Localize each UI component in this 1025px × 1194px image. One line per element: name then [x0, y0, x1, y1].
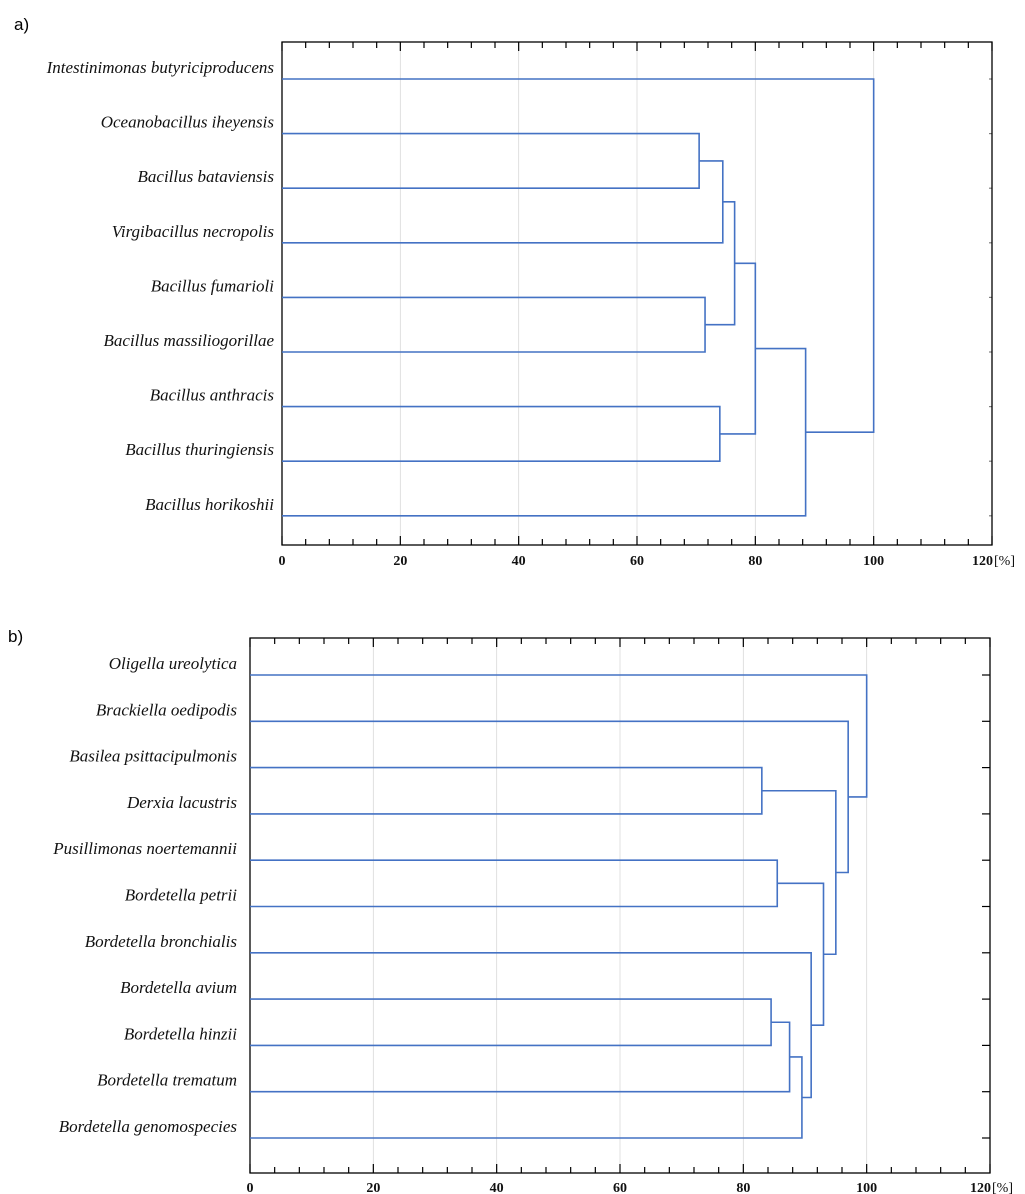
leaf-label: Bacillus anthracis: [150, 386, 275, 405]
dendrogram-branch: [282, 296, 706, 353]
leaf-label: Bacillus horikoshii: [145, 495, 274, 514]
dendrogram-branch: [777, 882, 825, 1026]
x-tick-label: 20: [366, 1181, 380, 1194]
dendrogram-branch: [250, 674, 868, 798]
dendrogram-branch: [282, 78, 875, 433]
leaf-label: Bordetella trematum: [97, 1071, 237, 1090]
leaf-label: Bordetella bronchialis: [85, 932, 238, 951]
dendrogram-branch: [250, 998, 772, 1047]
leaf-label: Bacillus thuringiensis: [125, 440, 274, 459]
dendrogram-branch: [250, 720, 849, 874]
dendrogram-branch: [250, 1021, 791, 1093]
dendrogram-branch: [719, 262, 757, 435]
leaf-label: Bordetella avium: [120, 978, 237, 997]
leaf-label: Pusillimonas noertemannii: [52, 839, 237, 858]
leaf-label: Bacillus massiliogorillae: [104, 331, 275, 350]
leaf-label: Virgibacillus necropolis: [112, 222, 275, 241]
dendrogram-branch: [250, 952, 812, 1099]
leaf-label: Bacillus bataviensis: [138, 167, 275, 186]
panel-label-a: a): [14, 15, 29, 34]
leaf-label: Oligella ureolytica: [109, 654, 237, 673]
x-tick-label: 20: [393, 554, 407, 569]
dendrogram-branch: [761, 789, 837, 956]
dendrogram-panel-b: b) 0 20 40 60 80 100 120 [%] Oligella ureolytica…: [8, 627, 1013, 1194]
leaf-label: Oceanobacillus iheyensis: [101, 113, 275, 132]
x-tick-label: 40: [512, 554, 526, 569]
leaf-label: Bordetella petrii: [125, 886, 237, 905]
x-tick-label: 0: [247, 1181, 254, 1194]
x-tick-label: 80: [736, 1181, 750, 1194]
leaf-label: Bacillus fumarioli: [151, 276, 275, 295]
dendrogram-branch: [282, 347, 807, 517]
dendrogram-branch: [250, 1056, 803, 1139]
x-tick-label: 40: [490, 1181, 504, 1194]
x-tick-label: 80: [748, 554, 762, 569]
dendrogram-branch: [250, 766, 763, 815]
x-unit-label: [%]: [994, 554, 1015, 569]
dendrogram-branch: [705, 201, 736, 326]
x-tick-label: 120: [972, 554, 993, 569]
leaf-label: Basilea psittacipulmonis: [69, 747, 237, 766]
leaf-label: Bordetella genomospecies: [59, 1117, 238, 1136]
leaf-label: Derxia lacustris: [126, 793, 237, 812]
dendrogram-branch: [282, 132, 700, 189]
x-unit-label: [%]: [992, 1181, 1013, 1194]
x-tick-label: 60: [630, 554, 644, 569]
x-tick-label: 100: [863, 554, 884, 569]
x-tick-label: 0: [279, 554, 286, 569]
leaf-label: Intestinimonas butyriciproducens: [46, 58, 275, 77]
dendrogram-branch: [282, 405, 721, 462]
x-tick-label: 120: [970, 1181, 991, 1194]
dendrogram-panel-a: a) 0 20 40 60 80 100 120 [%] Intestinimonas buty…: [14, 15, 1015, 569]
dendrogram-branch: [250, 859, 779, 908]
dendrogram-branch: [282, 160, 724, 244]
panel-label-b: b): [8, 627, 23, 646]
leaf-label: Bordetella hinzii: [124, 1024, 237, 1043]
x-tick-label: 60: [613, 1181, 627, 1194]
leaf-label: Brackiella oedipodis: [96, 700, 238, 719]
x-tick-label: 100: [856, 1181, 877, 1194]
